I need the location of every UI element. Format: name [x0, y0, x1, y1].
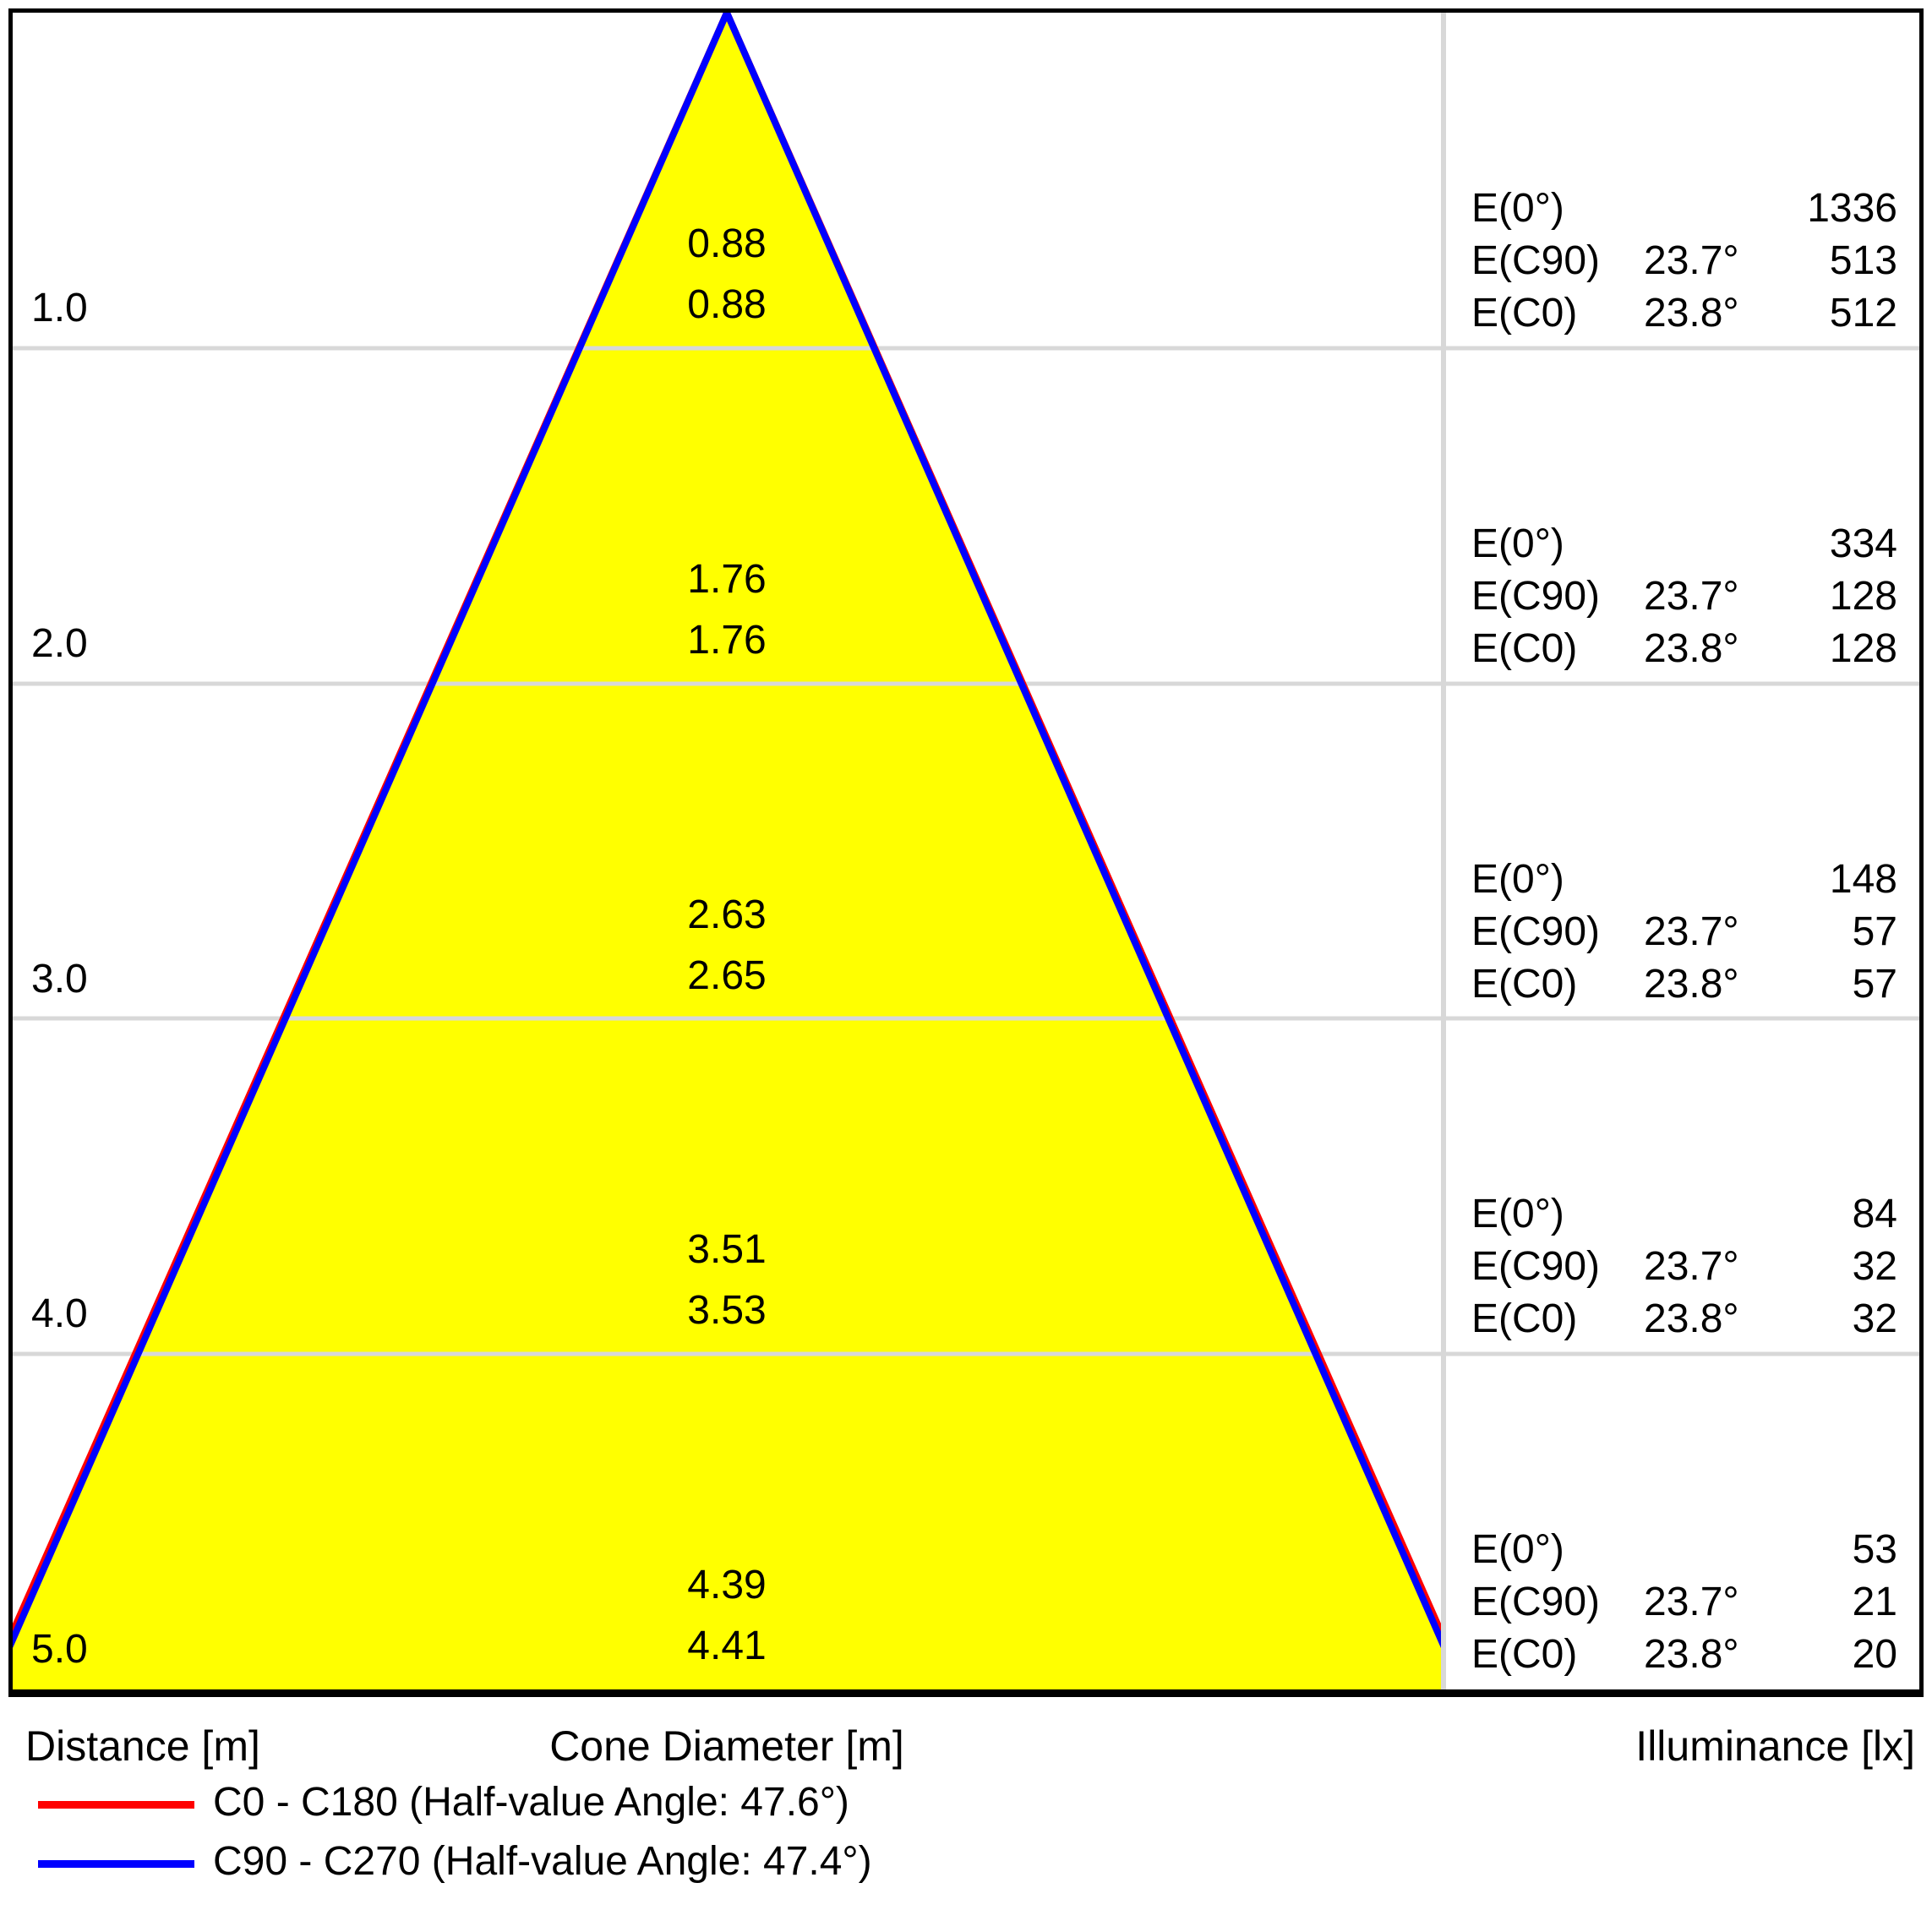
c90-c270-beam-edge: [13, 13, 1441, 1649]
light-cone-plot: [13, 13, 1919, 1689]
gridline-3m: [13, 1016, 1919, 1021]
e0-value: 1336: [1807, 186, 1897, 231]
cone-diameter-axis-label: Cone Diameter [m]: [549, 1722, 904, 1770]
distance-label: 5.0: [31, 1627, 88, 1672]
ec90-label: E(C90): [1471, 1244, 1601, 1289]
e0-label: E(0°): [1471, 857, 1564, 902]
ec90-angle: 23.7°: [1644, 1244, 1739, 1289]
cone-fill-triangle: [13, 13, 1441, 1689]
gridline-1m: [13, 346, 1919, 351]
distance-label: 2.0: [31, 621, 88, 666]
ec0-value: 32: [1852, 1296, 1897, 1341]
ec0-angle: 23.8°: [1644, 291, 1739, 336]
cone-diameter-c90-value: 2.63: [687, 892, 767, 937]
axis-labels: Distance [m] Cone Diameter [m] Illuminan…: [0, 1722, 1932, 1771]
cone-diameter-c0-value: 3.53: [687, 1288, 767, 1333]
ec0-value: 128: [1829, 626, 1897, 671]
distance-label: 4.0: [31, 1291, 88, 1336]
gridline-2m: [13, 681, 1919, 686]
e0-value: 148: [1829, 857, 1897, 902]
cone-diameter-c90-value: 3.51: [687, 1227, 767, 1272]
c0-c180-line-swatch: [38, 1801, 194, 1809]
e0-label: E(0°): [1471, 1527, 1564, 1572]
c90-c270-line-swatch: [38, 1860, 194, 1868]
ec0-label: E(C0): [1471, 1296, 1578, 1341]
ec0-angle: 23.8°: [1644, 962, 1739, 1007]
table-row: 0.88 0.88 1.0 E(0°) 1336 E(C90) 23.7° 51…: [13, 13, 1919, 348]
ec90-angle: 23.7°: [1644, 574, 1739, 619]
table-row: 3.51 3.53 4.0 E(0°) 84 E(C90) 23.7° 32 E…: [13, 1018, 1919, 1354]
e0-value: 334: [1829, 521, 1897, 566]
ec90-angle: 23.7°: [1644, 1580, 1739, 1624]
illuminance-axis-label: Illuminance [lx]: [1635, 1722, 1915, 1770]
ec0-value: 20: [1852, 1632, 1897, 1677]
ec0-label: E(C0): [1471, 291, 1578, 336]
ec0-angle: 23.8°: [1644, 626, 1739, 671]
ec90-value: 32: [1852, 1244, 1897, 1289]
e0-label: E(0°): [1471, 1192, 1564, 1236]
ec90-value: 57: [1852, 909, 1897, 954]
distance-label: 3.0: [31, 957, 88, 1001]
e0-value: 84: [1852, 1192, 1897, 1236]
ec0-angle: 23.8°: [1644, 1296, 1739, 1341]
e0-value: 53: [1852, 1527, 1897, 1572]
ec90-angle: 23.7°: [1644, 238, 1739, 283]
ec90-value: 513: [1829, 238, 1897, 283]
cone-diameter-c0-value: 1.76: [687, 618, 767, 663]
ec90-label: E(C90): [1471, 238, 1601, 283]
cone-diameter-c0-value: 2.65: [687, 953, 767, 998]
cone-diameter-c90-value: 0.88: [687, 221, 767, 266]
ec90-value: 128: [1829, 574, 1897, 619]
ec0-angle: 23.8°: [1644, 1632, 1739, 1677]
e0-label: E(0°): [1471, 521, 1564, 566]
cone-diameter-c0-value: 4.41: [687, 1624, 767, 1668]
ec0-label: E(C0): [1471, 1632, 1578, 1677]
c0-c180-legend-label: C0 - C180 (Half-value Angle: 47.6°): [213, 1780, 849, 1825]
table-row: 4.39 4.41 5.0 E(0°) 53 E(C90) 23.7° 21 E…: [13, 1354, 1919, 1689]
cone-diameter-c90-value: 1.76: [687, 557, 767, 602]
cone-diagram-frame: 0.88 0.88 1.0 E(0°) 1336 E(C90) 23.7° 51…: [8, 8, 1924, 1697]
cone-diameter-c0-value: 0.88: [687, 282, 767, 327]
table-row: 2.63 2.65 3.0 E(0°) 148 E(C90) 23.7° 57 …: [13, 684, 1919, 1019]
ec0-label: E(C0): [1471, 626, 1578, 671]
ec90-label: E(C90): [1471, 909, 1601, 954]
legend-entry-c0-c180: C0 - C180 (Half-value Angle: 47.6°): [0, 1778, 1932, 1831]
ec0-value: 57: [1852, 962, 1897, 1007]
ec90-label: E(C90): [1471, 574, 1601, 619]
table-rows: 0.88 0.88 1.0 E(0°) 1336 E(C90) 23.7° 51…: [13, 13, 1919, 1689]
ec0-label: E(C0): [1471, 962, 1578, 1007]
ec90-label: E(C90): [1471, 1580, 1601, 1624]
distance-axis-label: Distance [m]: [25, 1722, 260, 1770]
c90-c270-legend-label: C90 - C270 (Half-value Angle: 47.4°): [213, 1839, 872, 1884]
table-row: 1.76 1.76 2.0 E(0°) 334 E(C90) 23.7° 128…: [13, 348, 1919, 684]
e0-label: E(0°): [1471, 186, 1564, 231]
legend-entry-c90-c270: C90 - C270 (Half-value Angle: 47.4°): [0, 1837, 1932, 1890]
ec0-value: 512: [1829, 291, 1897, 336]
column-divider: [1441, 13, 1446, 1689]
ec90-angle: 23.7°: [1644, 909, 1739, 954]
distance-label: 1.0: [31, 286, 88, 330]
cone-diameter-c90-value: 4.39: [687, 1563, 767, 1607]
gridline-4m: [13, 1351, 1919, 1356]
ec90-value: 21: [1852, 1580, 1897, 1624]
